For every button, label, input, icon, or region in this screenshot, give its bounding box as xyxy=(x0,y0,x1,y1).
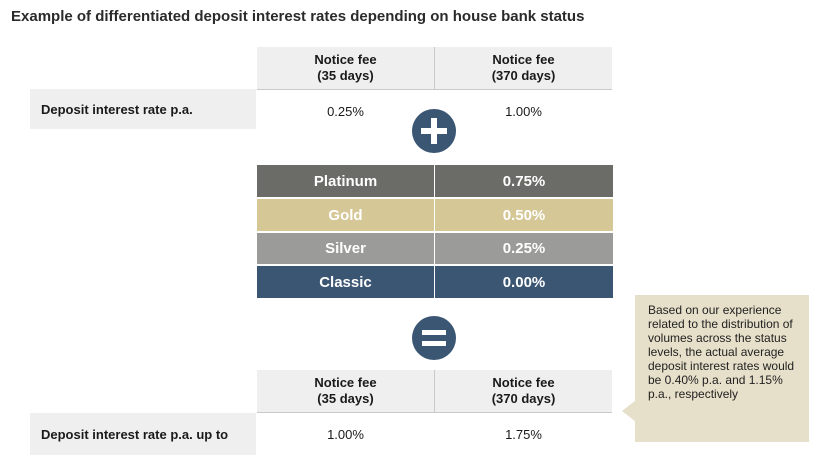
tier-gold-value: 0.50% xyxy=(435,199,613,231)
divider xyxy=(434,47,435,89)
equals-icon xyxy=(412,316,456,360)
callout-pointer xyxy=(622,400,636,422)
top-value-35-days: 0.25% xyxy=(327,103,364,119)
tier-classic-value: 0.00% xyxy=(435,266,613,298)
callout-note: Based on our experience related to the d… xyxy=(635,295,809,442)
tier-classic-name: Classic xyxy=(257,266,434,298)
top-header-35-days: Notice fee (35 days) xyxy=(257,47,434,89)
bottom-header-370-days: Notice fee (370 days) xyxy=(435,370,612,412)
page-title: Example of differentiated deposit intere… xyxy=(11,8,585,25)
divider xyxy=(257,89,612,90)
top-value-370-days: 1.00% xyxy=(505,103,542,119)
plus-icon xyxy=(412,109,456,153)
divider xyxy=(434,370,435,412)
tier-platinum-name: Platinum xyxy=(257,165,434,197)
bottom-row-label: Deposit interest rate p.a. up to xyxy=(30,413,256,455)
divider xyxy=(257,412,612,413)
bottom-value-370-days: 1.75% xyxy=(505,426,542,442)
top-row-label: Deposit interest rate p.a. xyxy=(30,89,256,129)
tier-platinum-value: 0.75% xyxy=(435,165,613,197)
top-header-370-days: Notice fee (370 days) xyxy=(435,47,612,89)
tier-gold-name: Gold xyxy=(257,199,434,231)
tier-silver-value: 0.25% xyxy=(435,233,613,264)
bottom-header-35-days: Notice fee (35 days) xyxy=(257,370,434,412)
bottom-value-35-days: 1.00% xyxy=(327,426,364,442)
tier-silver-name: Silver xyxy=(257,233,434,264)
